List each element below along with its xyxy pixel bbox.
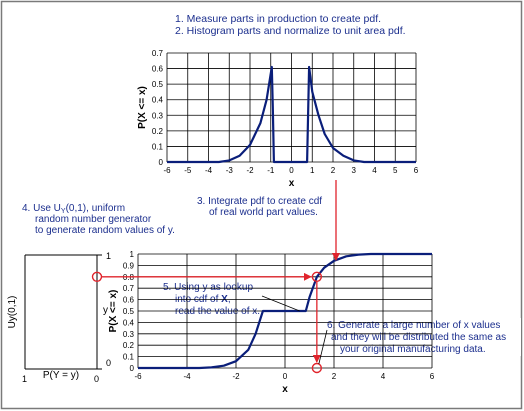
step-5-leader [261,295,300,312]
uniform-y-marker [91,271,103,282]
cdf-chart: -6-4-2024600.10.20.30.40.50.60.70.80.91x… [108,250,435,395]
step-6-line2: and they will be distributed the same as [331,332,506,343]
step-3-line2: of real world part values. [209,207,318,218]
y-tick-label: 0.7 [152,49,164,58]
x-tick-label: 4 [372,166,377,175]
y-tick-label: 0.5 [123,307,135,316]
lookup-overlays [91,180,340,374]
step-5-line3: read the value of x. [175,306,260,317]
y-tick-label: 0.5 [152,80,164,89]
x-tick-label: -1 [267,166,275,175]
series-line [138,252,432,370]
y-tick-label: 0.7 [123,284,135,293]
uniform-y-mark: y [103,305,108,316]
x-tick-label: 6 [430,372,435,381]
x-tick-label: 4 [381,372,386,381]
y-axis-label: P(X <= x) [108,290,119,333]
x-tick-label: -3 [226,166,234,175]
x-tick-label: 6 [414,166,419,175]
y-tick-label: 0.1 [123,353,135,362]
x-tick-label: -2 [232,372,240,381]
y-tick-label: 0.1 [152,142,164,151]
uniform-top-tick-label: 1 [106,251,111,261]
uniform-distribution-box: 1 0 y 1 0 P(Y = y) Uy(0,1) [7,251,111,384]
x-tick-label: 1 [310,166,315,175]
uniform-x-label: P(Y = y) [43,370,79,381]
y-tick-label: 0.6 [152,65,164,74]
uniform-left-tick-label: 1 [22,374,27,384]
step-6-box [325,318,521,356]
y-tick-label: 0 [159,158,164,167]
x-tick-label: 5 [393,166,398,175]
x-tick-label: 0 [283,372,288,381]
y-tick-label: 1 [130,250,135,259]
x-axis-label: x [282,384,288,395]
step-4-line2: random number generator [35,214,152,225]
series-line [167,65,416,164]
x-tick-label: 2 [332,372,337,381]
x-value-marker [311,362,323,374]
x-tick-label: 2 [331,166,336,175]
step-6-leader [318,329,328,365]
y-tick-label: 0 [130,364,135,373]
y-tick-label: 0.4 [123,318,135,327]
x-tick-label: -5 [184,166,192,175]
cdf-intersection-marker [311,271,323,282]
y-tick-label: 0.2 [152,127,164,136]
x-tick-label: -4 [205,166,213,175]
y-tick-label: 0.6 [123,296,135,305]
step-2-text: 2. Histogram parts and normalize to unit… [175,25,406,37]
step-6-line3: your original manufacturing data. [340,344,486,355]
x-tick-label: -4 [183,372,191,381]
x-axis-label: x [289,178,295,189]
step-3-line1: 3. Integrate pdf to create cdf [197,196,322,207]
pdf-chart: -6 -5 -4 -3 -2 -1 0 1 2 3 4 5 6 0 0.1 0.2 0.3 0.4 0.5 0.6 0.… [137,49,419,189]
x-tick-label: -6 [134,372,142,381]
step-4-line1: 4. Use UY(0,1), uniform [22,203,125,215]
step-6-line1: 6. Generate a large number of x values [327,320,500,331]
y-tick-label: 0.4 [152,96,164,105]
step-1-text: 1. Measure parts in production to create… [175,13,381,25]
uniform-bottom-tick-label: 0 [106,358,111,368]
y-tick-label: 0.3 [123,330,135,339]
x-tick-label: -2 [246,166,254,175]
step-4-line3: to generate random values of y. [35,225,175,236]
y-tick-label: 0.2 [123,341,135,350]
y-tick-label: 0.9 [123,261,135,270]
step-5-line1: 5. Using y as lookup [163,282,253,293]
x-tick-label: 3 [352,166,357,175]
uniform-right-tick-label: 0 [94,374,99,384]
uniform-y-label: Uy(0,1) [7,296,18,329]
x-tick-label: -6 [163,166,171,175]
x-tick-label: 0 [289,166,294,175]
y-axis-label: P(X <= x) [137,86,148,129]
y-tick-label: 0.3 [152,111,164,120]
